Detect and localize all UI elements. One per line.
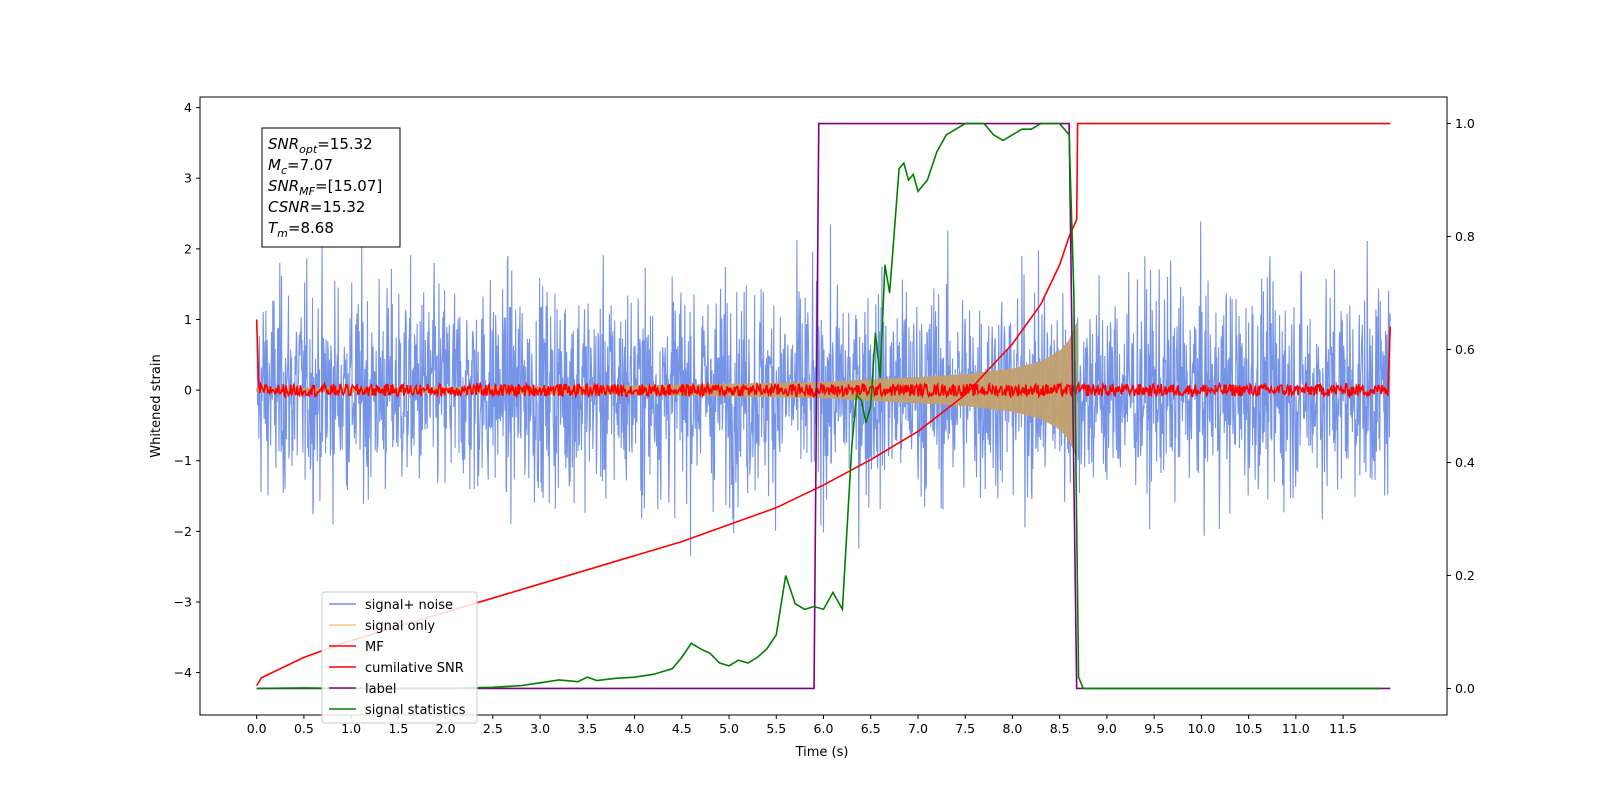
legend-item-signal-noise: signal+ noise <box>329 598 453 613</box>
y-left-tick-label: 2 <box>184 241 192 256</box>
series-signal-noise <box>256 221 1391 557</box>
y-axis-label: Whitened strain <box>149 354 164 457</box>
legend-item-signal-statistics: signal statistics <box>329 703 466 718</box>
stats-box-frame <box>261 127 401 248</box>
series-mf <box>255 319 1392 400</box>
y-right-axis-ticks: 0.0 0.2 0.4 0.6 0.8 1.0 <box>1447 116 1475 696</box>
legend-label-cumulative-snr: cumilative SNR <box>365 661 464 676</box>
legend-item-signal-only: signal only <box>329 619 435 634</box>
legend-item-label: label <box>329 682 396 697</box>
stat-csnr: CSNR=15.32 <box>268 198 365 216</box>
data-layer <box>255 122 1392 690</box>
x-tick-label: 1.0 <box>341 721 361 736</box>
y-left-axis-ticks: 4 3 2 1 0 −1 −2 −3 −4 <box>174 100 200 680</box>
x-tick-label: 3.5 <box>577 721 597 736</box>
legend-frame <box>321 591 478 724</box>
x-tick-label: 10.0 <box>1187 721 1215 736</box>
x-axis-ticks: 0.0 0.5 1.0 1.5 2.0 2.5 3.0 3.5 4.0 4.5 5.0 5.5 6.0 6… <box>247 715 1357 736</box>
x-tick-label: 8.0 <box>1002 721 1022 736</box>
x-tick-label: 6.0 <box>814 721 834 736</box>
y-left-tick-label: 0 <box>184 383 192 398</box>
y-right-tick-label: 0.6 <box>1455 342 1475 357</box>
y-right-tick-label: 0.4 <box>1455 455 1475 470</box>
x-tick-label: 7.5 <box>955 721 975 736</box>
x-tick-label: 11.5 <box>1329 721 1357 736</box>
x-axis-label: Time (s) <box>795 745 849 760</box>
x-tick-label: 9.5 <box>1144 721 1164 736</box>
y-right-tick-label: 0.2 <box>1455 568 1475 583</box>
x-tick-label: 4.5 <box>672 721 692 736</box>
x-tick-label: 11.0 <box>1282 721 1310 736</box>
stat-snr-opt: SNRopt=15.32 <box>268 135 373 156</box>
x-tick-label: 7.0 <box>908 721 928 736</box>
x-tick-label: 4.0 <box>625 721 645 736</box>
stats-box: SNRopt=15.32 Mc=7.07 SNRMF=[15.07] CSNR=… <box>261 127 401 248</box>
x-tick-label: 5.5 <box>766 721 786 736</box>
x-tick-label: 0.0 <box>247 721 267 736</box>
x-tick-label: 10.5 <box>1235 721 1263 736</box>
x-tick-label: 9.0 <box>1097 721 1117 736</box>
stat-mc: Mc=7.07 <box>268 156 333 177</box>
legend-label-mf: MF <box>365 640 384 655</box>
legend: signal+ noise signal only MF cumilative … <box>321 591 478 724</box>
x-tick-label: 3.0 <box>530 721 550 736</box>
x-tick-label: 2.5 <box>483 721 503 736</box>
stat-tm: Tm=8.68 <box>268 219 334 240</box>
x-tick-label: 6.5 <box>861 721 881 736</box>
y-right-tick-label: 1.0 <box>1455 116 1475 131</box>
x-tick-label: 0.5 <box>294 721 314 736</box>
series-signal-statistics <box>256 122 1381 690</box>
y-left-tick-label: 3 <box>184 171 192 186</box>
y-left-tick-label: 1 <box>184 312 192 327</box>
stat-snr-mf: SNRMF=[15.07] <box>268 177 382 198</box>
y-left-tick-label: −1 <box>174 453 192 468</box>
y-left-tick-label: −2 <box>174 524 192 539</box>
y-left-tick-label: 4 <box>184 100 192 115</box>
legend-item-mf: MF <box>329 640 384 655</box>
y-right-tick-label: 0.8 <box>1455 229 1475 244</box>
y-left-tick-label: −3 <box>174 594 192 609</box>
legend-label-signal-noise: signal+ noise <box>365 598 453 613</box>
x-tick-label: 8.5 <box>1050 721 1070 736</box>
x-tick-label: 5.0 <box>719 721 739 736</box>
x-tick-label: 1.5 <box>388 721 408 736</box>
legend-label-label: label <box>365 682 396 697</box>
legend-item-cumulative-snr: cumilative SNR <box>329 661 464 676</box>
x-tick-label: 2.0 <box>436 721 456 736</box>
legend-label-signal-only: signal only <box>365 619 435 634</box>
legend-label-signal-statistics: signal statistics <box>365 703 466 718</box>
y-right-tick-label: 0.0 <box>1455 681 1475 696</box>
y-left-tick-label: −4 <box>174 665 192 680</box>
